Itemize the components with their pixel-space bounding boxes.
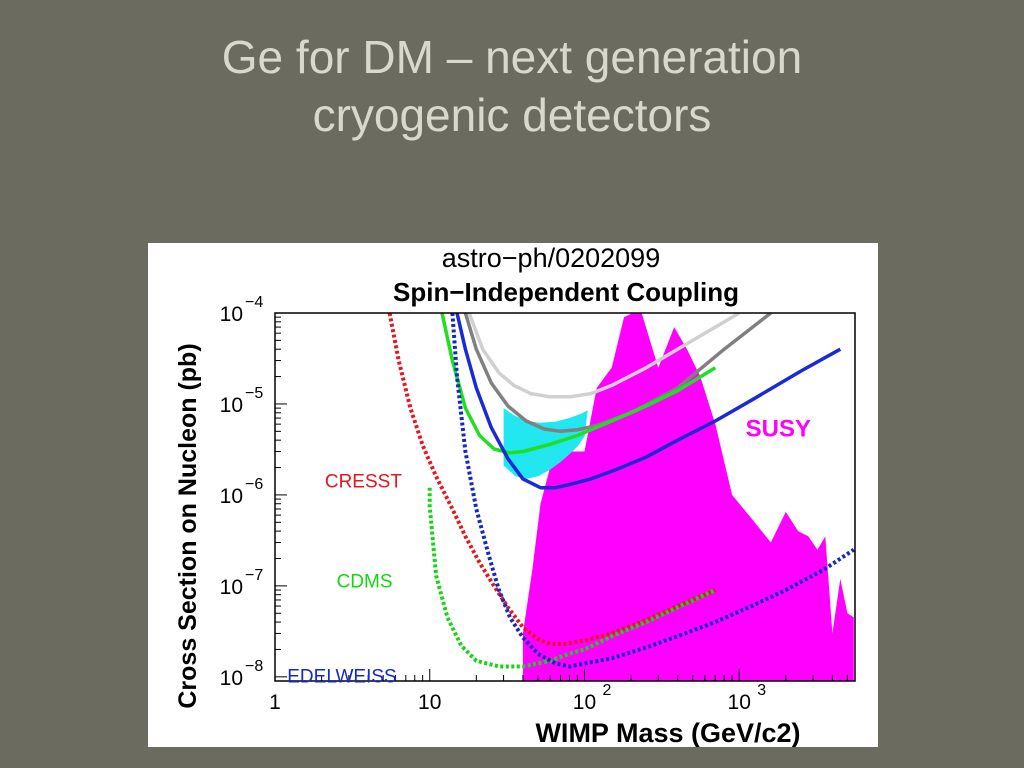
x-tick-label: 10 [573,691,596,714]
y-tick-label: 10 [220,667,243,690]
x-tick-label: 1 [269,691,281,714]
limit-curve-3 [440,313,717,455]
y-tick-exponent: −6 [245,476,263,493]
y-tick-label: 10 [220,576,243,599]
x-axis-label: WIMP Mass (GeV/c2) [535,718,800,747]
limit-curve-1 [467,313,741,399]
chart-title: Spin−Independent Coupling [393,277,739,307]
x-tick-exponent: 3 [757,682,766,699]
y-tick-exponent: −8 [245,658,263,675]
y-tick-label: 10 [220,485,243,508]
limit-curve-4 [455,313,842,490]
limit-curve-2 [463,313,772,434]
plot-area: 1 10 10210310−410−510−610−710−8CRESSTCDMSE… [220,294,856,714]
y-tick-exponent: −4 [245,294,263,311]
chart-subtitle: astro−ph/0202099 [442,243,660,273]
shaded-region [503,408,588,479]
chart-figure: astro−ph/0202099 Spin−Independent Coupli… [148,243,878,748]
y-tick-label: 10 [220,394,243,417]
y-tick-label: 10 [220,303,243,326]
x-tick-label: 10 [418,691,441,714]
y-tick-exponent: −7 [245,567,263,584]
y-axis-label: Cross Section on Nucleon (pb) [174,343,202,708]
slide-title-line-2: cryogenic detectors [312,89,712,141]
plot-frame [274,312,856,682]
x-tick-label: 10 [728,691,751,714]
annotation-edelweiss: EDELWEISS [287,666,396,687]
x-tick-exponent: 2 [602,682,611,699]
annotation-cresst: CRESST [325,472,402,493]
limit-plot: astro−ph/0202099 Spin−Independent Coupli… [174,243,856,748]
slide-title: Ge for DM – next generation cryogenic de… [0,28,1024,144]
susy-region [522,313,854,681]
y-tick-exponent: −5 [245,385,263,402]
limit-curve-6 [427,487,717,669]
limit-curve-5 [387,313,717,646]
slide-title-line-1: Ge for DM – next generation [221,31,803,83]
annotation-cdms: CDMS [337,571,393,592]
limit-curve-7 [450,313,855,669]
annotation-susy: SUSY [746,415,811,442]
